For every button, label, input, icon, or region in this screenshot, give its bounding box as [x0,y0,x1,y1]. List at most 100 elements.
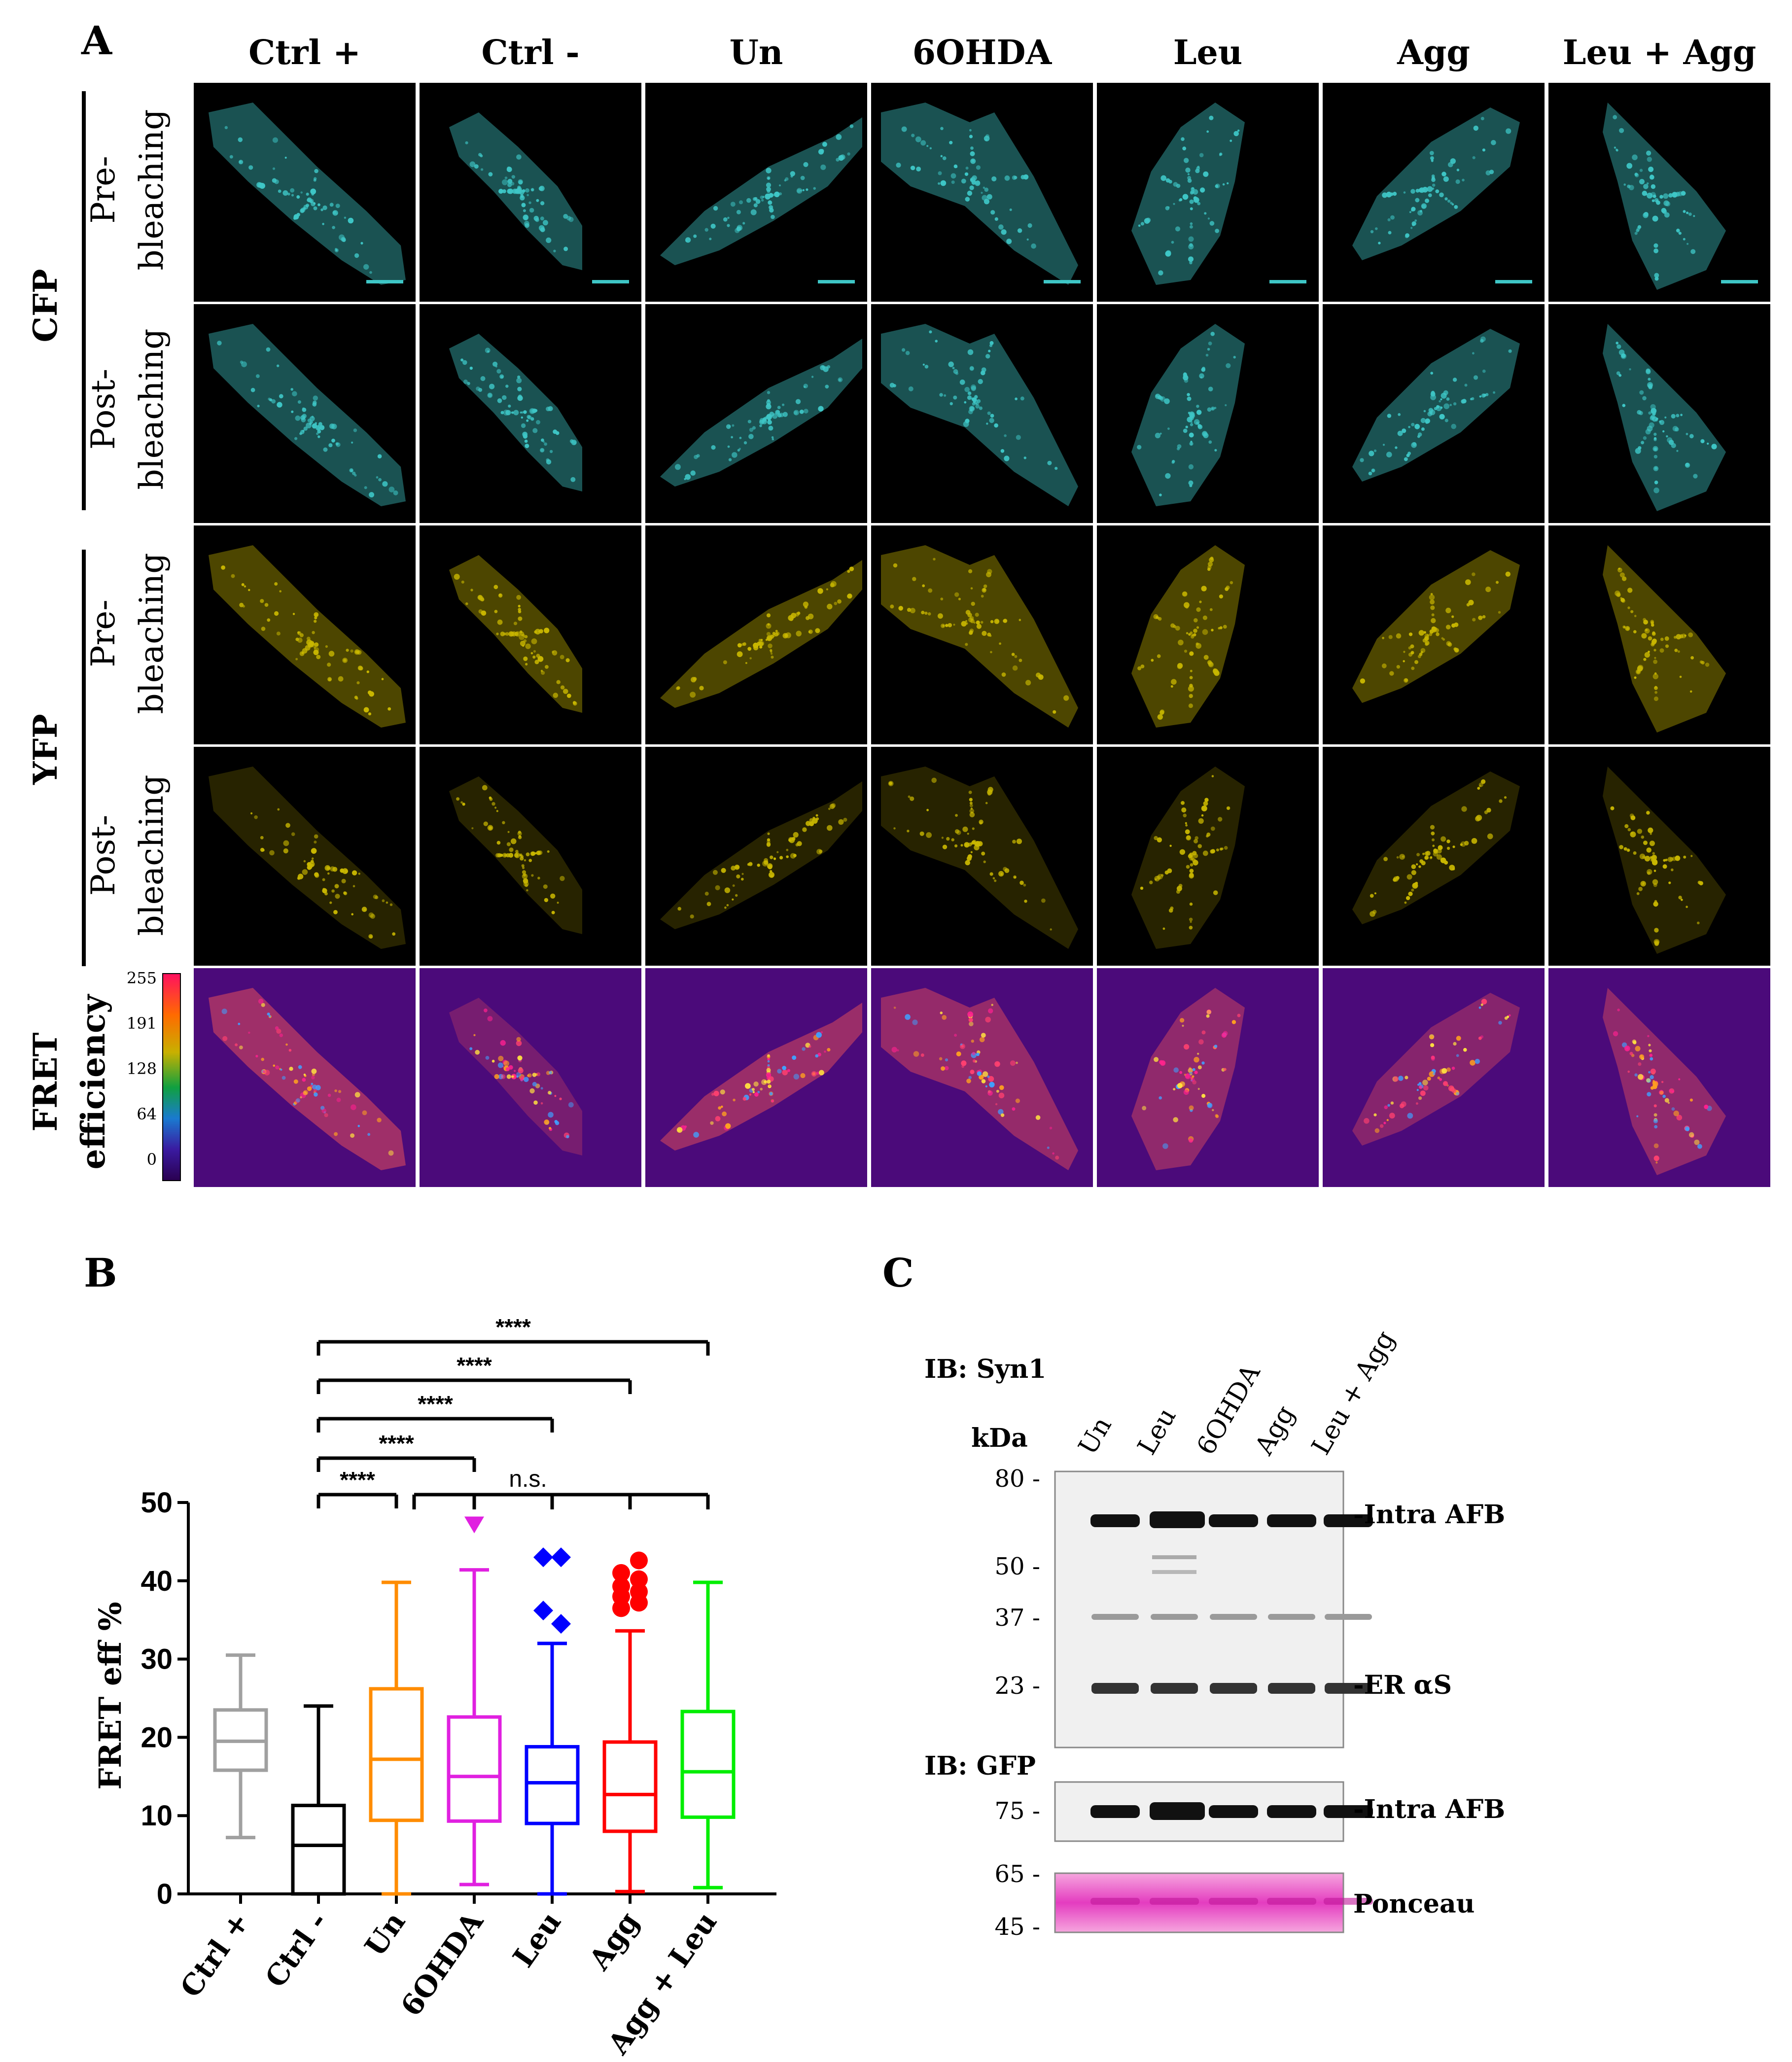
fluorescence-speckle [1406,454,1410,457]
fluorescence-speckle [1197,424,1203,429]
fluorescence-speckle [969,798,973,802]
fluorescence-speckle [1640,881,1646,887]
fluorescence-speckle [674,464,681,470]
fluorescence-speckle [392,932,396,936]
fluorescence-speckle [999,642,1001,645]
fluorescence-speckle [1155,393,1160,399]
fluorescence-speckle [935,340,938,343]
fluorescence-speckle [317,429,321,434]
lut-tick-0: 0 [147,1150,157,1169]
cell-shape [660,560,862,708]
fluorescence-speckle [314,834,318,839]
fluorescence-speckle [1194,419,1200,425]
fluorescence-speckle [1430,825,1435,830]
micrograph-fret-agg [1323,968,1545,1187]
fluorescence-speckle [1054,467,1058,470]
fluorescence-speckle [889,383,895,388]
fluorescence-speckle [1424,633,1430,639]
micrograph-background [1323,968,1545,1187]
fluorescence-speckle [1433,851,1439,857]
fluorescence-speckle [1442,1081,1448,1086]
fluorescence-speckle [836,134,842,140]
fluorescence-speckle [1662,1094,1666,1098]
fluorescence-speckle [537,656,544,662]
fluorescence-speckle [528,859,532,862]
fluorescence-speckle [1187,178,1192,183]
fluorescence-speckle [825,384,829,389]
fluorescence-speckle [497,1062,503,1068]
fluorescence-speckle [911,134,915,138]
fluorescence-speckle [264,603,269,607]
fluorescence-speckle [1485,587,1491,593]
fluorescence-speckle [482,785,488,791]
fluorescence-speckle [1634,676,1637,679]
fluorescence-speckle [901,126,907,132]
fluorescence-speckle [514,853,519,858]
fluorescence-speckle [827,1048,831,1052]
fluorescence-speckle [335,204,340,209]
fluorescence-speckle [815,814,818,817]
cell-shape [1131,324,1245,506]
micrograph-background [1548,747,1770,966]
fluorescence-speckle [1012,665,1018,671]
fluorescence-speckle [544,442,547,446]
fluorescence-speckle [1023,883,1026,887]
fluorescence-speckle [250,387,255,392]
fluorescence-speckle [1505,571,1511,577]
cell-shape [881,767,1078,949]
fluorescence-speckle [528,201,531,205]
fluorescence-speckle [736,874,740,879]
fluorescence-speckle [1004,434,1007,437]
fluorescence-speckle [368,912,374,918]
fluorescence-speckle [965,197,970,202]
fluorescence-speckle [509,847,514,852]
fluorescence-speckle [1653,454,1658,459]
fluorescence-speckle [715,1116,721,1121]
fluorescence-speckle [739,200,743,205]
fluorescence-speckle [1653,1113,1657,1117]
lane-label-agg: Agg [1249,1400,1301,1460]
fluorescence-speckle [1173,1067,1179,1073]
fluorescence-speckle [1623,847,1627,851]
fluorescence-speckle [1688,632,1693,637]
fluorescence-speckle [1425,198,1429,203]
fluorescence-speckle [496,632,499,635]
fluorescence-speckle [1480,117,1484,120]
fluorescence-speckle [1674,635,1677,639]
fluorescence-speckle [283,840,289,846]
fluorescence-speckle [1193,629,1197,633]
fluorescence-speckle [1414,423,1420,429]
micrograph-cfp-pre-6ohda [871,83,1093,302]
fluorescence-speckle [767,1060,770,1063]
fluorescence-speckle [524,439,528,443]
fluorescence-speckle [1224,846,1228,850]
fluorescence-speckle [1627,606,1630,609]
fluorescence-speckle [1416,863,1418,866]
scale-bar [818,280,855,283]
fluorescence-speckle [1137,445,1142,450]
fluorescence-speckle [1188,703,1193,708]
micrograph-fret-ctrl [420,968,641,1187]
fluorescence-speckle [1653,1155,1659,1161]
fluorescence-speckle [557,902,559,904]
fluorescence-speckle [1422,187,1428,193]
fluorescence-speckle [1196,626,1199,629]
fluorescence-speckle [1215,183,1220,189]
fluorescence-speckle [1001,672,1006,677]
fluorescence-speckle [1162,927,1165,930]
micrograph-background [645,968,867,1187]
fluorescence-speckle [1431,613,1435,617]
fluorescence-speckle [1381,663,1387,668]
fluorescence-speckle [502,853,507,858]
fluorescence-speckle [893,827,896,830]
fluorescence-speckle [1671,414,1676,419]
fluorescence-speckle [1647,811,1650,814]
ib-syn1-label: IB: Syn1 [924,1354,1046,1384]
fluorescence-speckle [972,1052,976,1055]
fluorescence-speckle [307,636,311,641]
fluorescence-speckle [736,865,740,869]
fluorescence-speckle [1397,430,1403,436]
fluorescence-speckle [1648,385,1652,389]
fluorescence-speckle [295,415,301,421]
